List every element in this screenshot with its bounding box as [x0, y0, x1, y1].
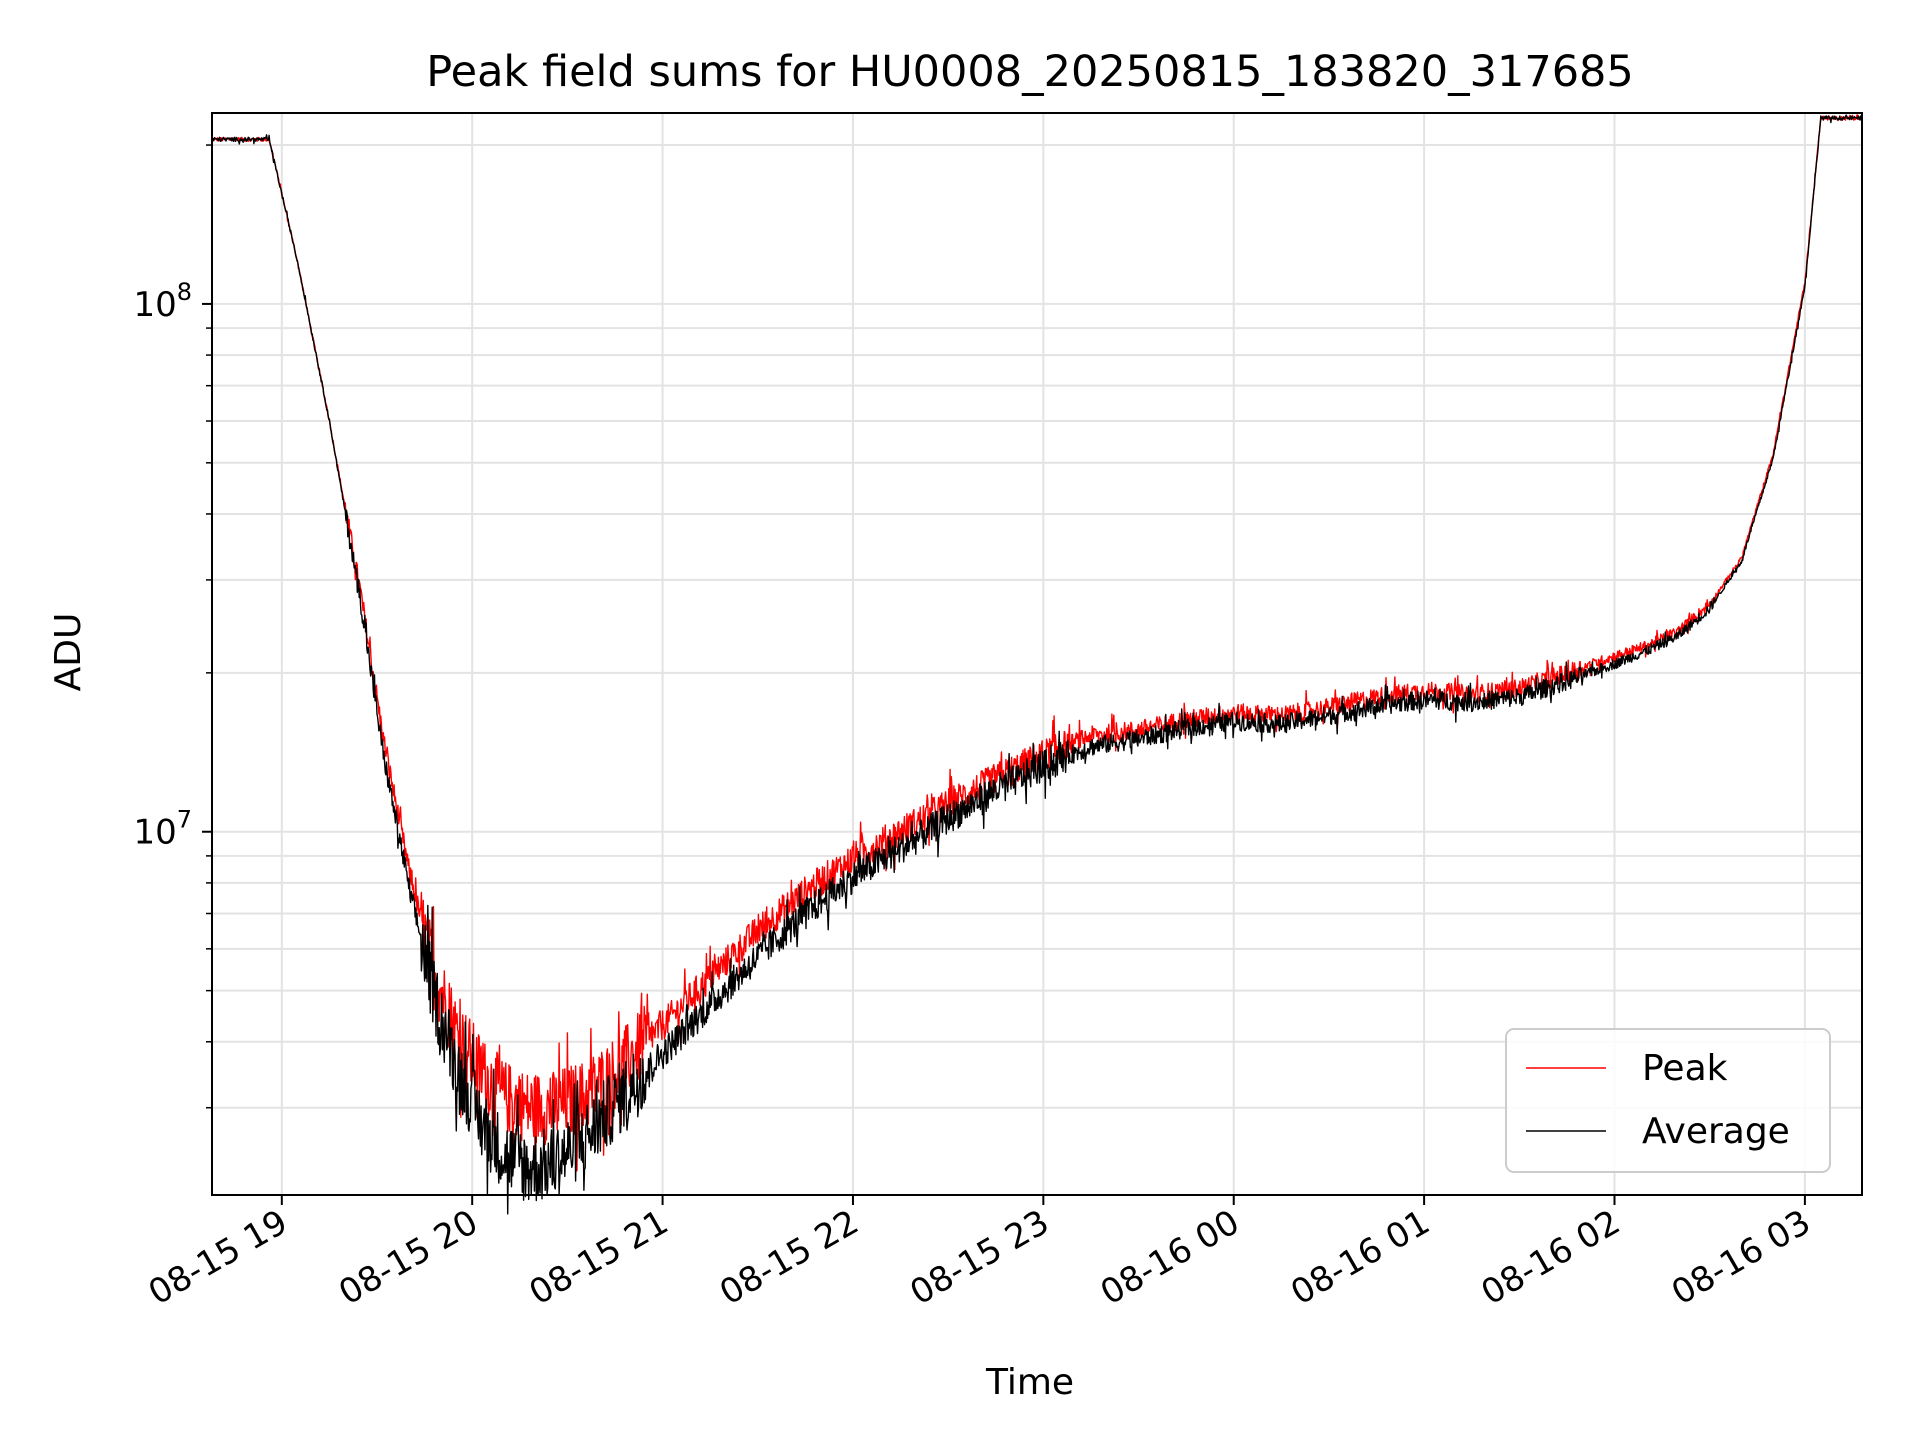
chart-title: Peak field sums for HU0008_20250815_1838… — [426, 47, 1634, 97]
y-tick-label: 108 — [133, 278, 192, 325]
series-lines — [211, 114, 1863, 1215]
plot-frame — [211, 112, 1863, 1196]
legend-frame — [1505, 1028, 1831, 1173]
axes — [202, 112, 1863, 1205]
legend: Peak Average — [1505, 1028, 1831, 1173]
legend-label-peak: Peak — [1642, 1048, 1728, 1089]
legend-label-average: Average — [1642, 1111, 1790, 1152]
x-axis-label: Time — [985, 1362, 1074, 1403]
y-axis-label: ADU — [48, 613, 89, 692]
average-line — [211, 114, 1863, 1215]
y-tick-label: 107 — [133, 806, 192, 853]
peak-line — [211, 114, 1863, 1172]
